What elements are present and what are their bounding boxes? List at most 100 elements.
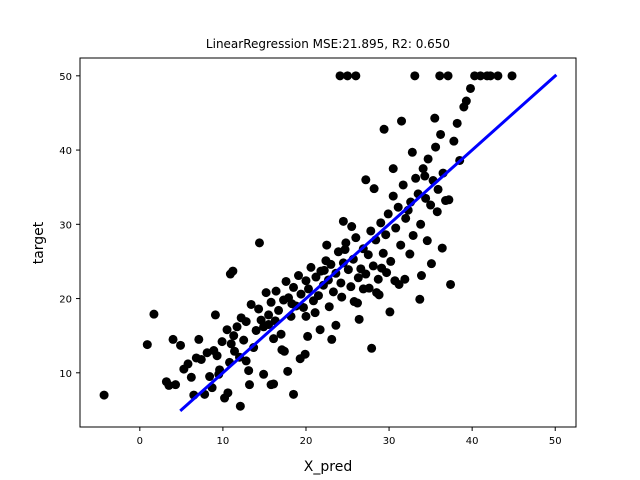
data-point xyxy=(186,372,196,382)
data-point xyxy=(210,310,220,320)
x-tick-label: 50 xyxy=(549,436,562,447)
data-point xyxy=(364,283,374,293)
data-point xyxy=(254,304,264,314)
y-tick-label: 50 xyxy=(59,72,72,83)
data-point xyxy=(300,349,310,359)
data-point xyxy=(435,71,445,81)
data-point xyxy=(353,273,363,283)
data-point xyxy=(493,71,503,81)
data-point xyxy=(363,250,373,260)
data-point xyxy=(303,331,313,341)
data-point xyxy=(379,124,389,134)
data-point xyxy=(426,200,436,210)
data-point xyxy=(385,307,395,317)
data-point xyxy=(367,343,377,353)
data-point xyxy=(274,305,284,315)
y-tick-label: 10 xyxy=(59,369,72,380)
data-point xyxy=(232,322,242,332)
y-tick-label: 40 xyxy=(59,146,72,157)
data-point xyxy=(276,329,286,339)
data-point xyxy=(416,219,426,229)
data-point xyxy=(386,256,396,266)
data-point xyxy=(347,222,357,232)
data-point xyxy=(222,325,232,335)
data-point xyxy=(294,271,304,281)
data-point xyxy=(315,325,325,335)
data-point xyxy=(422,236,432,246)
y-axis-label: target xyxy=(31,221,47,264)
data-point xyxy=(381,230,391,240)
data-point xyxy=(373,274,383,284)
data-point xyxy=(444,195,454,205)
data-point xyxy=(301,311,311,321)
data-point xyxy=(142,340,152,350)
data-point xyxy=(430,113,440,123)
data-point xyxy=(377,263,387,273)
data-point xyxy=(223,388,233,398)
data-point xyxy=(310,308,320,318)
data-point xyxy=(437,243,447,253)
data-point xyxy=(449,136,459,146)
data-point xyxy=(396,240,406,250)
y-tick-label: 30 xyxy=(59,220,72,231)
data-point xyxy=(401,213,411,223)
data-points-layer xyxy=(99,71,517,411)
data-point xyxy=(326,259,336,269)
data-point xyxy=(443,71,453,81)
data-point xyxy=(338,216,348,226)
data-point xyxy=(337,292,347,302)
data-point xyxy=(405,249,415,259)
x-axis-label: X_pred xyxy=(304,459,352,475)
data-point xyxy=(446,279,456,289)
data-point xyxy=(296,289,306,299)
data-point xyxy=(269,334,279,344)
data-point xyxy=(313,291,323,301)
data-point xyxy=(261,288,271,298)
data-point xyxy=(400,274,410,284)
data-point xyxy=(176,340,186,350)
data-point xyxy=(452,118,462,128)
data-point xyxy=(264,320,274,330)
data-point xyxy=(415,294,425,304)
x-tick-label: 10 xyxy=(217,436,230,447)
data-point xyxy=(322,240,332,250)
data-point xyxy=(336,278,346,288)
data-point xyxy=(436,129,446,139)
data-point xyxy=(183,359,193,369)
data-point xyxy=(383,209,393,219)
data-point xyxy=(343,71,353,81)
data-point xyxy=(251,325,261,335)
y-axis-ticks: 10 20 30 40 50 xyxy=(59,72,80,380)
data-point xyxy=(368,261,378,271)
data-point xyxy=(378,248,388,258)
data-point xyxy=(343,265,353,275)
chart-title: LinearRegression MSE:21.895, R2: 0.650 xyxy=(206,37,450,51)
x-tick-label: 20 xyxy=(300,436,313,447)
data-point xyxy=(398,180,408,190)
data-point xyxy=(420,171,430,181)
data-point xyxy=(341,238,351,248)
data-point xyxy=(239,335,249,345)
data-point xyxy=(235,401,245,411)
data-point xyxy=(418,164,428,174)
data-point xyxy=(372,288,382,298)
data-point xyxy=(426,259,436,269)
data-point xyxy=(411,173,421,183)
data-point xyxy=(408,230,418,240)
data-point xyxy=(229,331,239,341)
x-tick-label: 0 xyxy=(137,436,143,447)
data-point xyxy=(149,309,159,319)
x-axis-ticks: 0 10 20 30 40 50 xyxy=(137,427,562,447)
data-point xyxy=(259,369,269,379)
data-point xyxy=(289,282,299,292)
data-point xyxy=(369,184,379,194)
data-point xyxy=(432,207,442,217)
data-point xyxy=(226,339,236,349)
data-point xyxy=(366,226,376,236)
regression-line xyxy=(179,73,558,413)
data-point xyxy=(390,276,400,286)
data-point xyxy=(228,266,238,276)
data-point xyxy=(391,223,401,233)
data-point xyxy=(306,262,316,272)
